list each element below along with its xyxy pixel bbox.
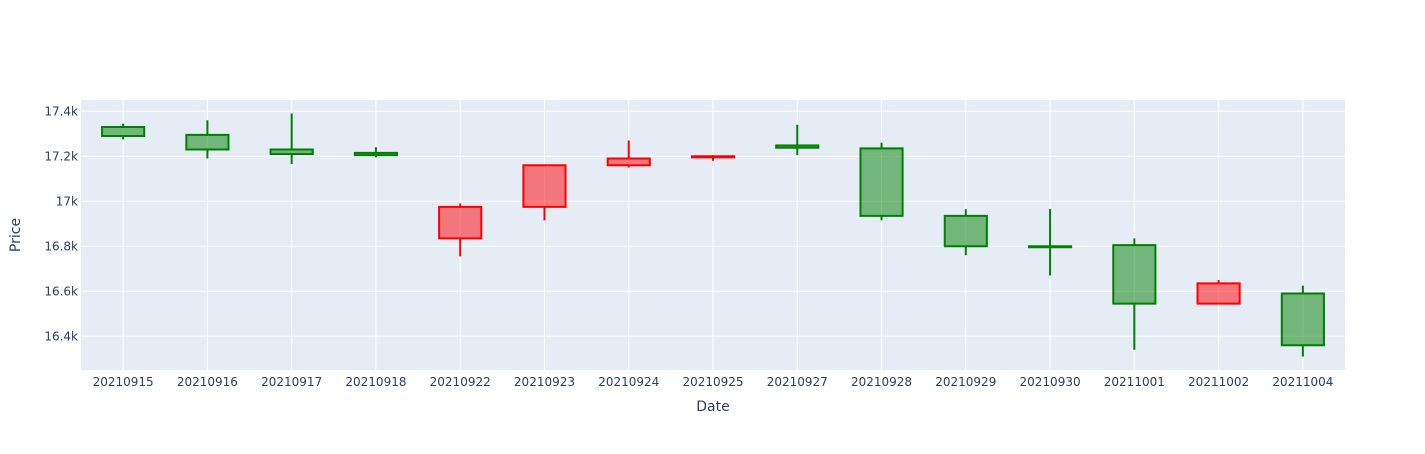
- x-tick-label: 20211002: [1188, 375, 1249, 389]
- candle-body: [522, 164, 567, 208]
- candle-increasing: [185, 120, 230, 159]
- candle-body: [353, 151, 399, 157]
- x-tick-label: 20210922: [430, 375, 491, 389]
- candle-increasing: [1112, 238, 1157, 350]
- y-tick-label: 17.4k: [44, 104, 78, 118]
- x-tick-label: 20211001: [1104, 375, 1165, 389]
- candle-decreasing: [690, 155, 736, 161]
- x-tick-label: 20210929: [935, 375, 996, 389]
- candle-body: [1280, 292, 1325, 347]
- y-tick-label: 17.2k: [44, 149, 78, 163]
- x-axis-title: Date: [696, 399, 729, 415]
- x-tick-label: 20210915: [93, 375, 154, 389]
- y-tick-label: 16.4k: [44, 329, 78, 343]
- y-tick-label: 17k: [56, 194, 78, 208]
- x-tick-label: 20210927: [767, 375, 828, 389]
- candle-layer: [101, 113, 1325, 357]
- candle-decreasing: [438, 203, 483, 257]
- candle-body: [185, 133, 230, 151]
- y-tick-label: 16.6k: [44, 284, 78, 298]
- candle-increasing: [1028, 209, 1073, 276]
- x-tick-label: 20210925: [682, 375, 743, 389]
- candle-increasing: [859, 142, 904, 221]
- x-tick-label: 20210930: [1020, 375, 1081, 389]
- candle-increasing: [775, 124, 820, 156]
- candle-body: [690, 155, 736, 159]
- x-tick-labels: 20210915 20210916 20210917 20210918 20210922…: [93, 375, 1334, 389]
- candle-increasing: [269, 113, 314, 165]
- candle-body: [101, 126, 146, 137]
- candle-body: [1028, 245, 1073, 249]
- candle-increasing: [943, 209, 988, 256]
- x-tick-label: 20210918: [345, 375, 406, 389]
- candle-increasing: [101, 123, 146, 140]
- y-axis-title: Price: [8, 218, 24, 252]
- candle-decreasing: [522, 164, 567, 221]
- candle-body: [1196, 282, 1241, 305]
- candle-body: [943, 214, 988, 248]
- y-tick-label: 16.8k: [44, 239, 78, 253]
- x-tick-label: 20210928: [851, 375, 912, 389]
- candle-decreasing: [1196, 280, 1241, 305]
- x-tick-label: 20210917: [261, 375, 322, 389]
- y-tick-labels: 16.4k 16.6k 16.8k 17k 17.2k 17.4k: [44, 104, 78, 343]
- candle-body: [775, 144, 820, 149]
- x-tick-label: 20210924: [598, 375, 659, 389]
- candle-increasing: [353, 147, 399, 158]
- candle-body: [1112, 244, 1157, 305]
- candle-increasing: [1280, 285, 1325, 357]
- candle-body: [859, 147, 904, 217]
- candle-decreasing: [606, 140, 651, 168]
- candle-body: [606, 157, 651, 167]
- candle-body: [438, 205, 483, 240]
- x-tick-label: 20210923: [514, 375, 575, 389]
- candle-body: [269, 148, 314, 155]
- x-tick-label: 20210916: [177, 375, 238, 389]
- x-tick-label: 20211004: [1272, 375, 1333, 389]
